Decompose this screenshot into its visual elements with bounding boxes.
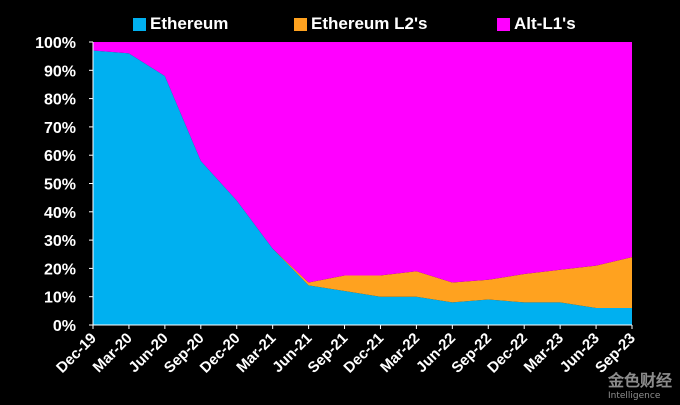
- y-tick-label: 20%: [44, 261, 76, 278]
- x-tick-label: Mar-23: [521, 330, 567, 376]
- x-tick-label: Dec-21: [340, 330, 387, 377]
- x-axis-ticks: Dec-19Mar-20Jun-20Sep-20Dec-20Mar-21Jun-…: [53, 325, 639, 377]
- legend-swatch-ethereum-l2: [294, 17, 307, 31]
- legend-item-alt-l1: Alt-L1's: [497, 12, 576, 36]
- legend-swatch-ethereum: [133, 17, 146, 31]
- watermark-logo: 金色财经 Intelligence: [608, 367, 672, 401]
- legend-label-ethereum-l2: Ethereum L2's: [311, 14, 428, 33]
- y-tick-label: 90%: [44, 63, 76, 80]
- y-axis-ticks: 0% 10% 20% 30% 40% 50% 60% 70% 80% 90% 100%: [35, 35, 93, 335]
- chart-legend: Ethereum Ethereum L2's Alt-L1's: [0, 12, 680, 36]
- x-tick-label: Dec-20: [197, 330, 244, 377]
- legend-label-alt-l1: Alt-L1's: [514, 14, 576, 33]
- y-tick-label: 0%: [53, 318, 76, 335]
- legend-swatch-alt-l1: [497, 17, 510, 31]
- legend-label-ethereum: Ethereum: [150, 14, 229, 33]
- y-tick-label: 60%: [44, 148, 76, 165]
- y-tick-label: 40%: [44, 205, 76, 222]
- y-tick-label: 70%: [44, 120, 76, 137]
- x-tick-label: Mar-21: [233, 330, 279, 376]
- legend-item-ethereum-l2: Ethereum L2's: [294, 12, 427, 36]
- y-tick-label: 10%: [44, 290, 76, 307]
- y-tick-label: 30%: [44, 233, 76, 250]
- x-tick-label: Mar-20: [90, 330, 136, 376]
- y-tick-label: 50%: [44, 177, 76, 194]
- x-tick-label: Dec-22: [484, 330, 531, 377]
- area-alt-l1: [93, 42, 632, 283]
- watermark-text: 金色财经: [607, 371, 672, 390]
- legend-item-ethereum: Ethereum: [133, 12, 228, 36]
- y-tick-label: 100%: [35, 35, 76, 52]
- y-tick-label: 80%: [44, 92, 76, 109]
- x-tick-label: Mar-22: [377, 330, 423, 376]
- area-ethereum: [93, 50, 632, 326]
- area-ethereum-l2: [93, 50, 632, 309]
- watermark-subtext: Intelligence: [607, 391, 661, 401]
- series-areas: [93, 42, 632, 326]
- x-tick-label: Dec-19: [53, 330, 100, 377]
